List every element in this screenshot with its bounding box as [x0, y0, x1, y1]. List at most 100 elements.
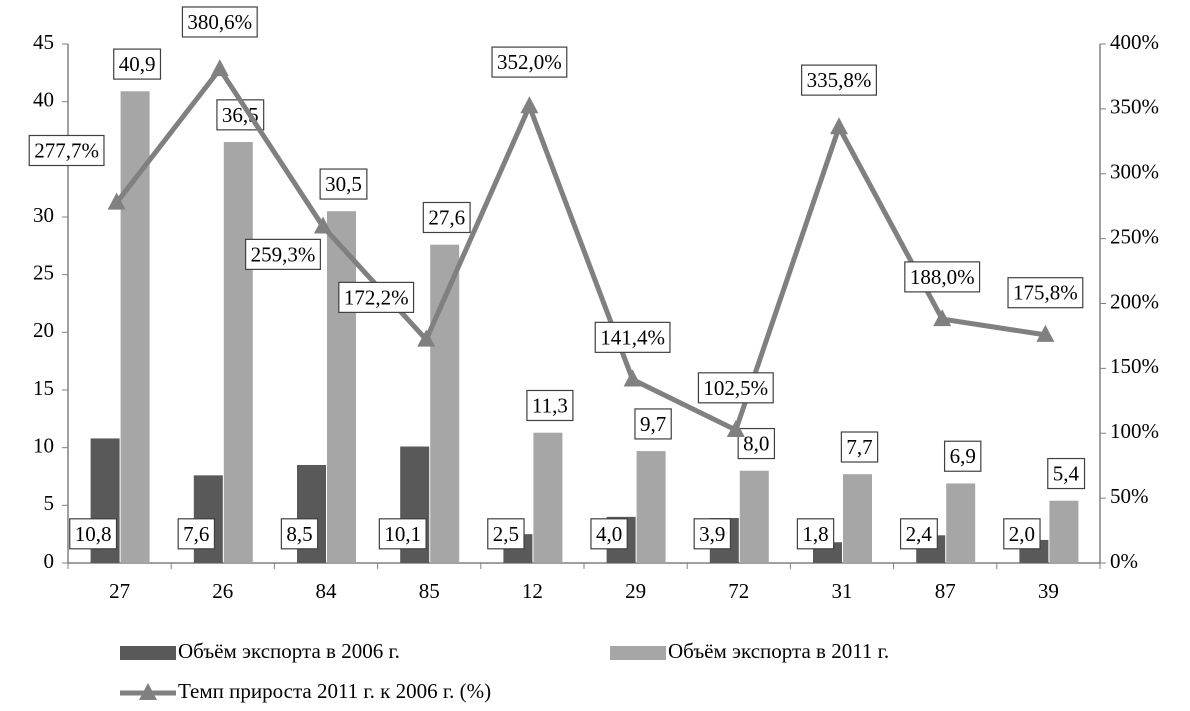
bar-value-label-group: 10,1 [378, 518, 427, 550]
line-marker [726, 420, 745, 438]
bar-value-label: 5,4 [1053, 462, 1080, 486]
line-value-label-box [904, 261, 981, 293]
bar [636, 451, 666, 563]
x-tick-label: 84 [316, 579, 338, 603]
bar-value-label-group: 4,0 [590, 518, 628, 550]
bar-value-label: 1,8 [802, 522, 828, 546]
bar-value-label: 11,3 [532, 393, 568, 417]
bar-value-label-box [796, 518, 835, 550]
line-marker [417, 329, 436, 347]
line-marker [314, 216, 332, 234]
bar-value-label: 7,6 [183, 522, 209, 546]
line-value-label: 277,7% [34, 138, 99, 162]
y-tick-label: 10 [33, 433, 54, 457]
line-marker [520, 96, 539, 114]
line-value-label: 172,2% [344, 285, 409, 309]
x-tick-label: 31 [832, 579, 853, 603]
y-tick-label: 40 [33, 87, 54, 111]
bar-value-label-box [899, 518, 938, 550]
line-value-label-box [491, 46, 568, 78]
line-value-label-group: 259,3% [245, 238, 321, 270]
bar [843, 474, 872, 563]
x-tick-label: 72 [728, 579, 749, 603]
bar-value-label: 27,6 [428, 205, 465, 229]
line-series [114, 64, 1046, 434]
bar-value-label-box [1047, 457, 1086, 490]
bar-value-label: 4,0 [596, 522, 622, 546]
y2-tick-label: 300% [1110, 160, 1159, 184]
line-value-label-box [1007, 277, 1084, 309]
line-value-label-box [28, 134, 105, 167]
line-value-label-group: 277,7% [28, 134, 105, 167]
line-value-label-box [594, 321, 671, 353]
y-tick-label: 25 [33, 260, 54, 284]
line-value-label: 352,0% [497, 50, 562, 74]
line-value-label-box [338, 281, 415, 313]
bar-value-label-group: 8,0 [737, 427, 776, 460]
y2-tick-label: 0% [1110, 549, 1138, 573]
legend-swatch [610, 646, 666, 660]
x-tick-label: 12 [522, 579, 543, 603]
bar-value-label: 10,8 [75, 522, 112, 546]
bar-value-label-group: 5,4 [1047, 457, 1086, 490]
bar [223, 142, 253, 564]
x-tick-label: 27 [109, 579, 130, 603]
bar-value-label: 2,5 [493, 522, 519, 546]
bar-value-label-box [634, 408, 672, 440]
bar [533, 432, 563, 563]
bar-value-label-box [69, 518, 118, 550]
line-marker [1036, 324, 1055, 342]
bar-value-label-group: 30,5 [319, 168, 368, 200]
line-value-label-box [697, 372, 774, 404]
bar-value-label-box [1003, 518, 1041, 550]
line-value-label: 175,8% [1013, 281, 1078, 305]
bar-value-label-box [378, 518, 427, 550]
bar-value-label: 6,9 [950, 444, 976, 468]
y2-tick-label: 50% [1110, 484, 1149, 508]
bar-value-label-group: 11,3 [526, 389, 574, 422]
bar-value-label-box [526, 389, 574, 422]
bar-value-label-group: 2,0 [1003, 518, 1041, 550]
bar-value-label: 2,4 [906, 522, 933, 546]
line-value-label: 259,3% [251, 242, 316, 266]
y2-tick-label: 150% [1110, 354, 1159, 378]
line-value-label-group: 188,0% [904, 261, 981, 293]
x-tick-label: 87 [935, 579, 956, 603]
y2-tick-label: 400% [1110, 30, 1159, 54]
bar-value-label-box [943, 440, 982, 472]
bar-value-label: 30,5 [325, 172, 362, 196]
bar-value-label-group: 27,6 [422, 201, 471, 234]
bar-value-label-group: 2,5 [487, 518, 525, 550]
bar-value-label-group: 40,9 [113, 48, 162, 80]
line-marker [210, 59, 229, 77]
line-value-label-group: 141,4% [594, 321, 671, 353]
bar-value-label-group: 1,8 [796, 518, 835, 550]
legend-label: Объём экспорта в 2006 г. [178, 639, 400, 663]
bar-value-label-group: 7,6 [177, 518, 216, 550]
x-tick-label: 29 [625, 579, 646, 603]
x-tick-label: 26 [212, 579, 233, 603]
bar-value-label: 3,9 [699, 522, 725, 546]
bar-value-label-box [590, 518, 628, 550]
bar-value-label: 8,0 [743, 432, 769, 456]
line-value-label-group: 102,5% [697, 372, 774, 404]
line-value-label-box [181, 6, 258, 38]
bar-value-label-group: 3,9 [693, 518, 732, 550]
line-marker [107, 192, 126, 210]
legend-label: Объём экспорта в 2011 г. [668, 639, 889, 663]
y2-tick-label: 250% [1110, 224, 1159, 248]
y-tick-label: 45 [33, 30, 54, 54]
y2-tick-label: 100% [1110, 419, 1159, 443]
bar-value-label-group: 10,8 [69, 518, 118, 550]
line-value-label-group: 380,6% [181, 6, 258, 38]
line-value-label: 141,4% [600, 325, 665, 349]
y-tick-label: 0 [44, 549, 55, 573]
line-value-label-group: 335,8% [801, 64, 877, 96]
bar-value-label: 8,5 [286, 522, 312, 546]
y-tick-label: 20 [33, 318, 54, 342]
bar-value-label-box [422, 201, 471, 234]
bar-value-label-box [177, 518, 216, 550]
line-marker [830, 117, 848, 135]
bar-value-label-box [487, 518, 525, 550]
